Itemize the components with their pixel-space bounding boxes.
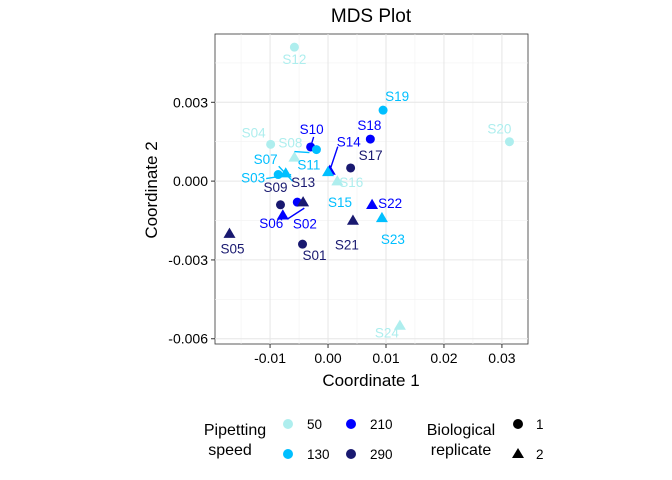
legend-key-replicate-1	[513, 419, 523, 429]
point-label-s13: S13	[291, 175, 315, 190]
point-label-s12: S12	[282, 52, 306, 67]
point-s04	[266, 139, 276, 149]
legend-speed-title: speed	[208, 442, 252, 459]
point-s11	[311, 145, 321, 155]
legend-speed-title: Pipetting	[204, 422, 266, 439]
point-s02	[276, 209, 289, 220]
x-tick-label: 0.00	[314, 350, 341, 366]
point-label-s01: S01	[303, 248, 327, 263]
point-s21	[346, 214, 359, 225]
plot-panel	[214, 33, 529, 345]
label-leader-line	[294, 150, 310, 154]
x-tick-label: 0.02	[430, 350, 457, 366]
label-leader-line	[329, 146, 339, 171]
point-label-s07: S07	[254, 152, 278, 167]
point-s15	[322, 165, 335, 177]
point-label-s21: S21	[335, 238, 359, 253]
legend-label-replicate-1: 1	[536, 417, 544, 432]
x-axis-label: Coordinate 1	[322, 371, 419, 390]
legend-key-replicate-2	[512, 448, 524, 458]
chart-title: MDS Plot	[331, 6, 412, 27]
point-s12	[289, 42, 299, 52]
legend-replicate-title: replicate	[431, 442, 492, 459]
legend-key-speed-50	[283, 419, 293, 429]
x-tick-label: -0.01	[254, 350, 286, 366]
point-label-s06: S06	[259, 216, 283, 231]
point-s01	[298, 239, 308, 249]
legend-key-speed-290	[346, 449, 356, 459]
legend-label-speed-290: 290	[370, 447, 393, 462]
point-label-s18: S18	[357, 118, 381, 133]
point-s23	[375, 211, 388, 223]
point-s05	[223, 227, 236, 238]
point-label-s11: S11	[297, 158, 320, 173]
y-tick-label: -0.003	[168, 252, 208, 268]
label-leader-line	[286, 207, 305, 220]
point-s09	[275, 200, 285, 210]
legend-key-speed-130	[283, 449, 293, 459]
point-label-s16: S16	[339, 175, 363, 190]
point-label-s05: S05	[220, 242, 244, 257]
gridlines	[215, 34, 528, 344]
point-label-s14: S14	[337, 135, 362, 150]
y-axis-ticks: 0.003 0.000 -0.003 -0.006	[168, 94, 215, 347]
point-label-s20: S20	[487, 122, 511, 137]
y-tick-label: -0.006	[168, 331, 208, 347]
data-points	[223, 42, 514, 330]
point-s13	[297, 196, 310, 207]
legend-label-replicate-2: 2	[536, 447, 544, 462]
legend-replicate-title: Biological	[427, 422, 495, 439]
legend: Pipetting speed 50 130 210 290 Biological repli…	[204, 417, 544, 462]
point-s20	[504, 137, 514, 147]
point-s18	[365, 134, 375, 144]
point-label-s24: S24	[375, 326, 400, 341]
legend-label-speed-210: 210	[370, 417, 393, 432]
x-tick-label: 0.01	[372, 350, 399, 366]
point-s07	[279, 167, 292, 178]
legend-key-speed-210	[346, 419, 356, 429]
x-tick-label: 0.03	[488, 350, 515, 366]
y-axis-label: Coordinate 2	[142, 141, 161, 238]
legend-label-speed-50: 50	[307, 417, 322, 432]
point-s24	[393, 319, 406, 330]
point-s19	[378, 105, 388, 115]
y-tick-label: 0.000	[173, 173, 208, 189]
y-tick-label: 0.003	[173, 94, 208, 110]
point-label-s23: S23	[381, 232, 405, 247]
point-label-s15: S15	[328, 195, 352, 210]
legend-label-speed-130: 130	[307, 447, 330, 462]
point-s17	[346, 163, 356, 173]
point-label-s02: S02	[293, 216, 317, 231]
point-label-s10: S10	[300, 122, 324, 137]
point-label-s17: S17	[359, 148, 383, 163]
point-s22	[366, 198, 379, 209]
point-s03	[273, 170, 283, 180]
point-label-s08: S08	[278, 135, 302, 150]
point-label-s22: S22	[378, 196, 402, 211]
point-s08	[288, 151, 301, 162]
point-label-s09: S09	[263, 180, 287, 195]
point-label-s04: S04	[242, 125, 267, 140]
point-label-s03: S03	[241, 171, 265, 186]
x-axis-ticks: -0.01 0.00 0.01 0.02 0.03	[254, 344, 516, 366]
point-s16	[331, 175, 344, 186]
point-label-s19: S19	[385, 89, 409, 104]
